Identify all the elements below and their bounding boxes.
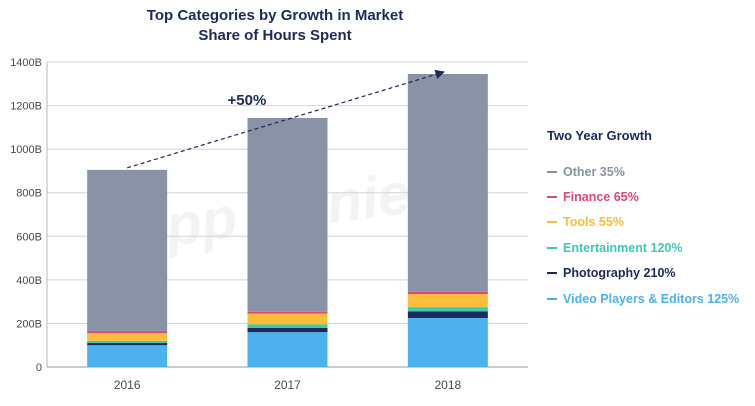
bar-2017-entertainment	[247, 324, 328, 328]
legend: Two Year Growth Other 35% Finance 65% Tool…	[547, 128, 755, 311]
legend-swatch-tools	[547, 221, 557, 224]
bar-2018-photography	[407, 311, 488, 318]
bar-2016-tools	[87, 333, 168, 341]
chart-title: Top Categories by Growth in Market Share…	[90, 6, 460, 46]
growth-arrow	[126, 69, 445, 169]
chart-title-line-2: Share of Hours Spent	[198, 27, 352, 44]
legend-item-video-players-editors: Video Players & Editors 125%	[547, 286, 755, 311]
legend-title: Two Year Growth	[547, 128, 652, 143]
y-tick-label-0: 0	[36, 362, 42, 374]
legend-swatch-other	[547, 170, 557, 173]
bar-2016-finance	[87, 331, 168, 334]
x-tick-label-2018: 2018	[434, 378, 461, 392]
bar-2016-other	[87, 169, 168, 332]
bar-2017-other	[247, 117, 328, 312]
y-tick-label-6: 1200B	[10, 101, 42, 113]
legend-swatch-entertainment	[547, 246, 557, 249]
legend-label-other: Other 35%	[563, 164, 625, 179]
legend-label-video-players-editors: Video Players & Editors 125%	[563, 291, 740, 306]
chart-title-line-1: Top Categories by Growth in Market	[146, 7, 404, 24]
legend-items: Other 35% Finance 65% Tools 55% Entertainme…	[547, 159, 755, 311]
legend-swatch-photography	[547, 272, 557, 275]
y-tick-label-1: 200B	[16, 318, 42, 330]
bar-2016-video-players-editors	[87, 345, 168, 367]
legend-swatch-video-players-editors	[547, 297, 557, 300]
growth-annotation: +50%	[228, 92, 267, 109]
legend-item-photography: Photography 210%	[547, 261, 755, 286]
y-tick-label-7: 1400B	[10, 57, 42, 69]
legend-item-other: Other 35%	[547, 159, 755, 184]
x-tick-label-2017: 2017	[274, 378, 301, 392]
y-tick-label-4: 800B	[16, 188, 42, 200]
x-tick-label-2016: 2016	[114, 378, 141, 392]
bar-2017-finance	[247, 311, 328, 314]
bar-2017-photography	[247, 327, 328, 333]
bar-2017-video-players-editors	[247, 332, 328, 367]
legend-label-entertainment: Entertainment 120%	[563, 240, 683, 255]
bar-2017-tools	[247, 313, 328, 325]
legend-swatch-finance	[547, 196, 557, 199]
bar-2016-photography	[87, 343, 168, 346]
legend-item-tools: Tools 55%	[547, 210, 755, 235]
legend-label-finance: Finance 65%	[563, 190, 639, 205]
bar-2016-entertainment	[87, 340, 168, 344]
y-tick-label-5: 1000B	[10, 144, 42, 156]
bar-2018-entertainment	[407, 307, 488, 312]
legend-item-entertainment: Entertainment 120%	[547, 235, 755, 260]
bar-2018-other	[407, 73, 488, 292]
y-tick-label-2: 400B	[16, 275, 42, 287]
legend-label-tools: Tools 55%	[563, 215, 624, 230]
legend-item-finance: Finance 65%	[547, 184, 755, 209]
stacked-bar-chart: App Annie0200B400B600B800B1000B1200B1400…	[10, 57, 528, 392]
bar-2018-finance	[407, 291, 488, 295]
bar-2018-tools	[407, 294, 488, 308]
legend-label-photography: Photography 210%	[563, 266, 676, 281]
bar-2018-video-players-editors	[407, 317, 488, 367]
y-tick-label-3: 600B	[16, 231, 42, 243]
